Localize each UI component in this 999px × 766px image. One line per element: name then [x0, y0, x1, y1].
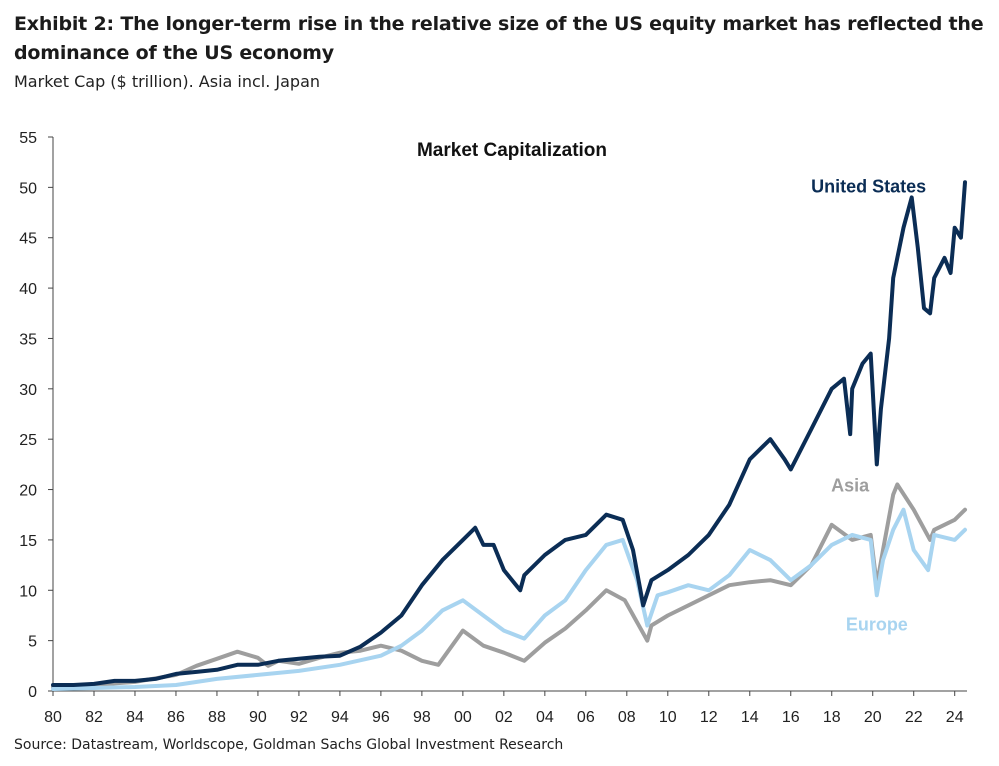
chart-annotations: United States Asia Europe: [811, 176, 926, 634]
x-tick-label: 98: [413, 709, 431, 726]
y-tick-label: 45: [19, 231, 37, 248]
x-tick-label: 90: [249, 709, 267, 726]
chart-axes: 0 5 10 15 20 25 30 35 40 45 50 55 80 82 84 86 88 90 92 94 96…: [19, 130, 967, 726]
series-line-asia: [51, 482, 967, 689]
exhibit-subtitle: Market Cap ($ trillion). Asia incl. Japa…: [14, 72, 321, 91]
y-tick-label: 5: [28, 634, 37, 651]
y-tick-label: 10: [19, 583, 37, 600]
y-tick-label: 55: [19, 130, 37, 147]
x-tick-label: 02: [495, 709, 513, 726]
x-tick-label: 22: [905, 709, 923, 726]
y-tick-label: 25: [19, 432, 37, 449]
series-label-asia: Asia: [831, 476, 870, 496]
x-tick-label: 86: [167, 709, 185, 726]
x-tick-label: 18: [823, 709, 841, 726]
series-line-united-states: [51, 180, 967, 687]
x-tick-label: 96: [372, 709, 390, 726]
y-tick-label: 0: [28, 684, 37, 701]
x-tick-label: 24: [946, 709, 964, 726]
x-tick-label: 94: [331, 709, 349, 726]
x-tick-label: 06: [577, 709, 595, 726]
chart-series: [51, 180, 967, 691]
x-tick-label: 82: [85, 709, 103, 726]
x-tick-label: 14: [741, 709, 759, 726]
x-tick-label: 92: [290, 709, 308, 726]
series-label-united-states: United States: [811, 176, 926, 196]
x-tick-label: 16: [782, 709, 800, 726]
y-tick-label: 40: [19, 281, 37, 298]
y-tick-label: 20: [19, 483, 37, 500]
x-tick-label: 04: [536, 709, 554, 726]
x-tick-label: 00: [454, 709, 472, 726]
x-tick-label: 10: [659, 709, 677, 726]
y-tick-label: 35: [19, 331, 37, 348]
x-tick-label: 80: [44, 709, 62, 726]
series-label-europe: Europe: [846, 615, 908, 635]
series-line-europe: [51, 507, 967, 691]
y-tick-label: 15: [19, 533, 37, 550]
source-note: Source: Datastream, Worldscope, Goldman …: [14, 737, 564, 753]
exhibit-title: Exhibit 2: The longer-term rise in the r…: [14, 13, 984, 64]
x-tick-label: 84: [126, 709, 144, 726]
x-tick-label: 88: [208, 709, 226, 726]
y-tick-label: 50: [19, 180, 37, 197]
x-tick-label: 08: [618, 709, 636, 726]
y-tick-label: 30: [19, 382, 37, 399]
chart-title: Market Capitalization: [417, 140, 607, 161]
x-tick-label: 20: [864, 709, 882, 726]
x-tick-label: 12: [700, 709, 718, 726]
